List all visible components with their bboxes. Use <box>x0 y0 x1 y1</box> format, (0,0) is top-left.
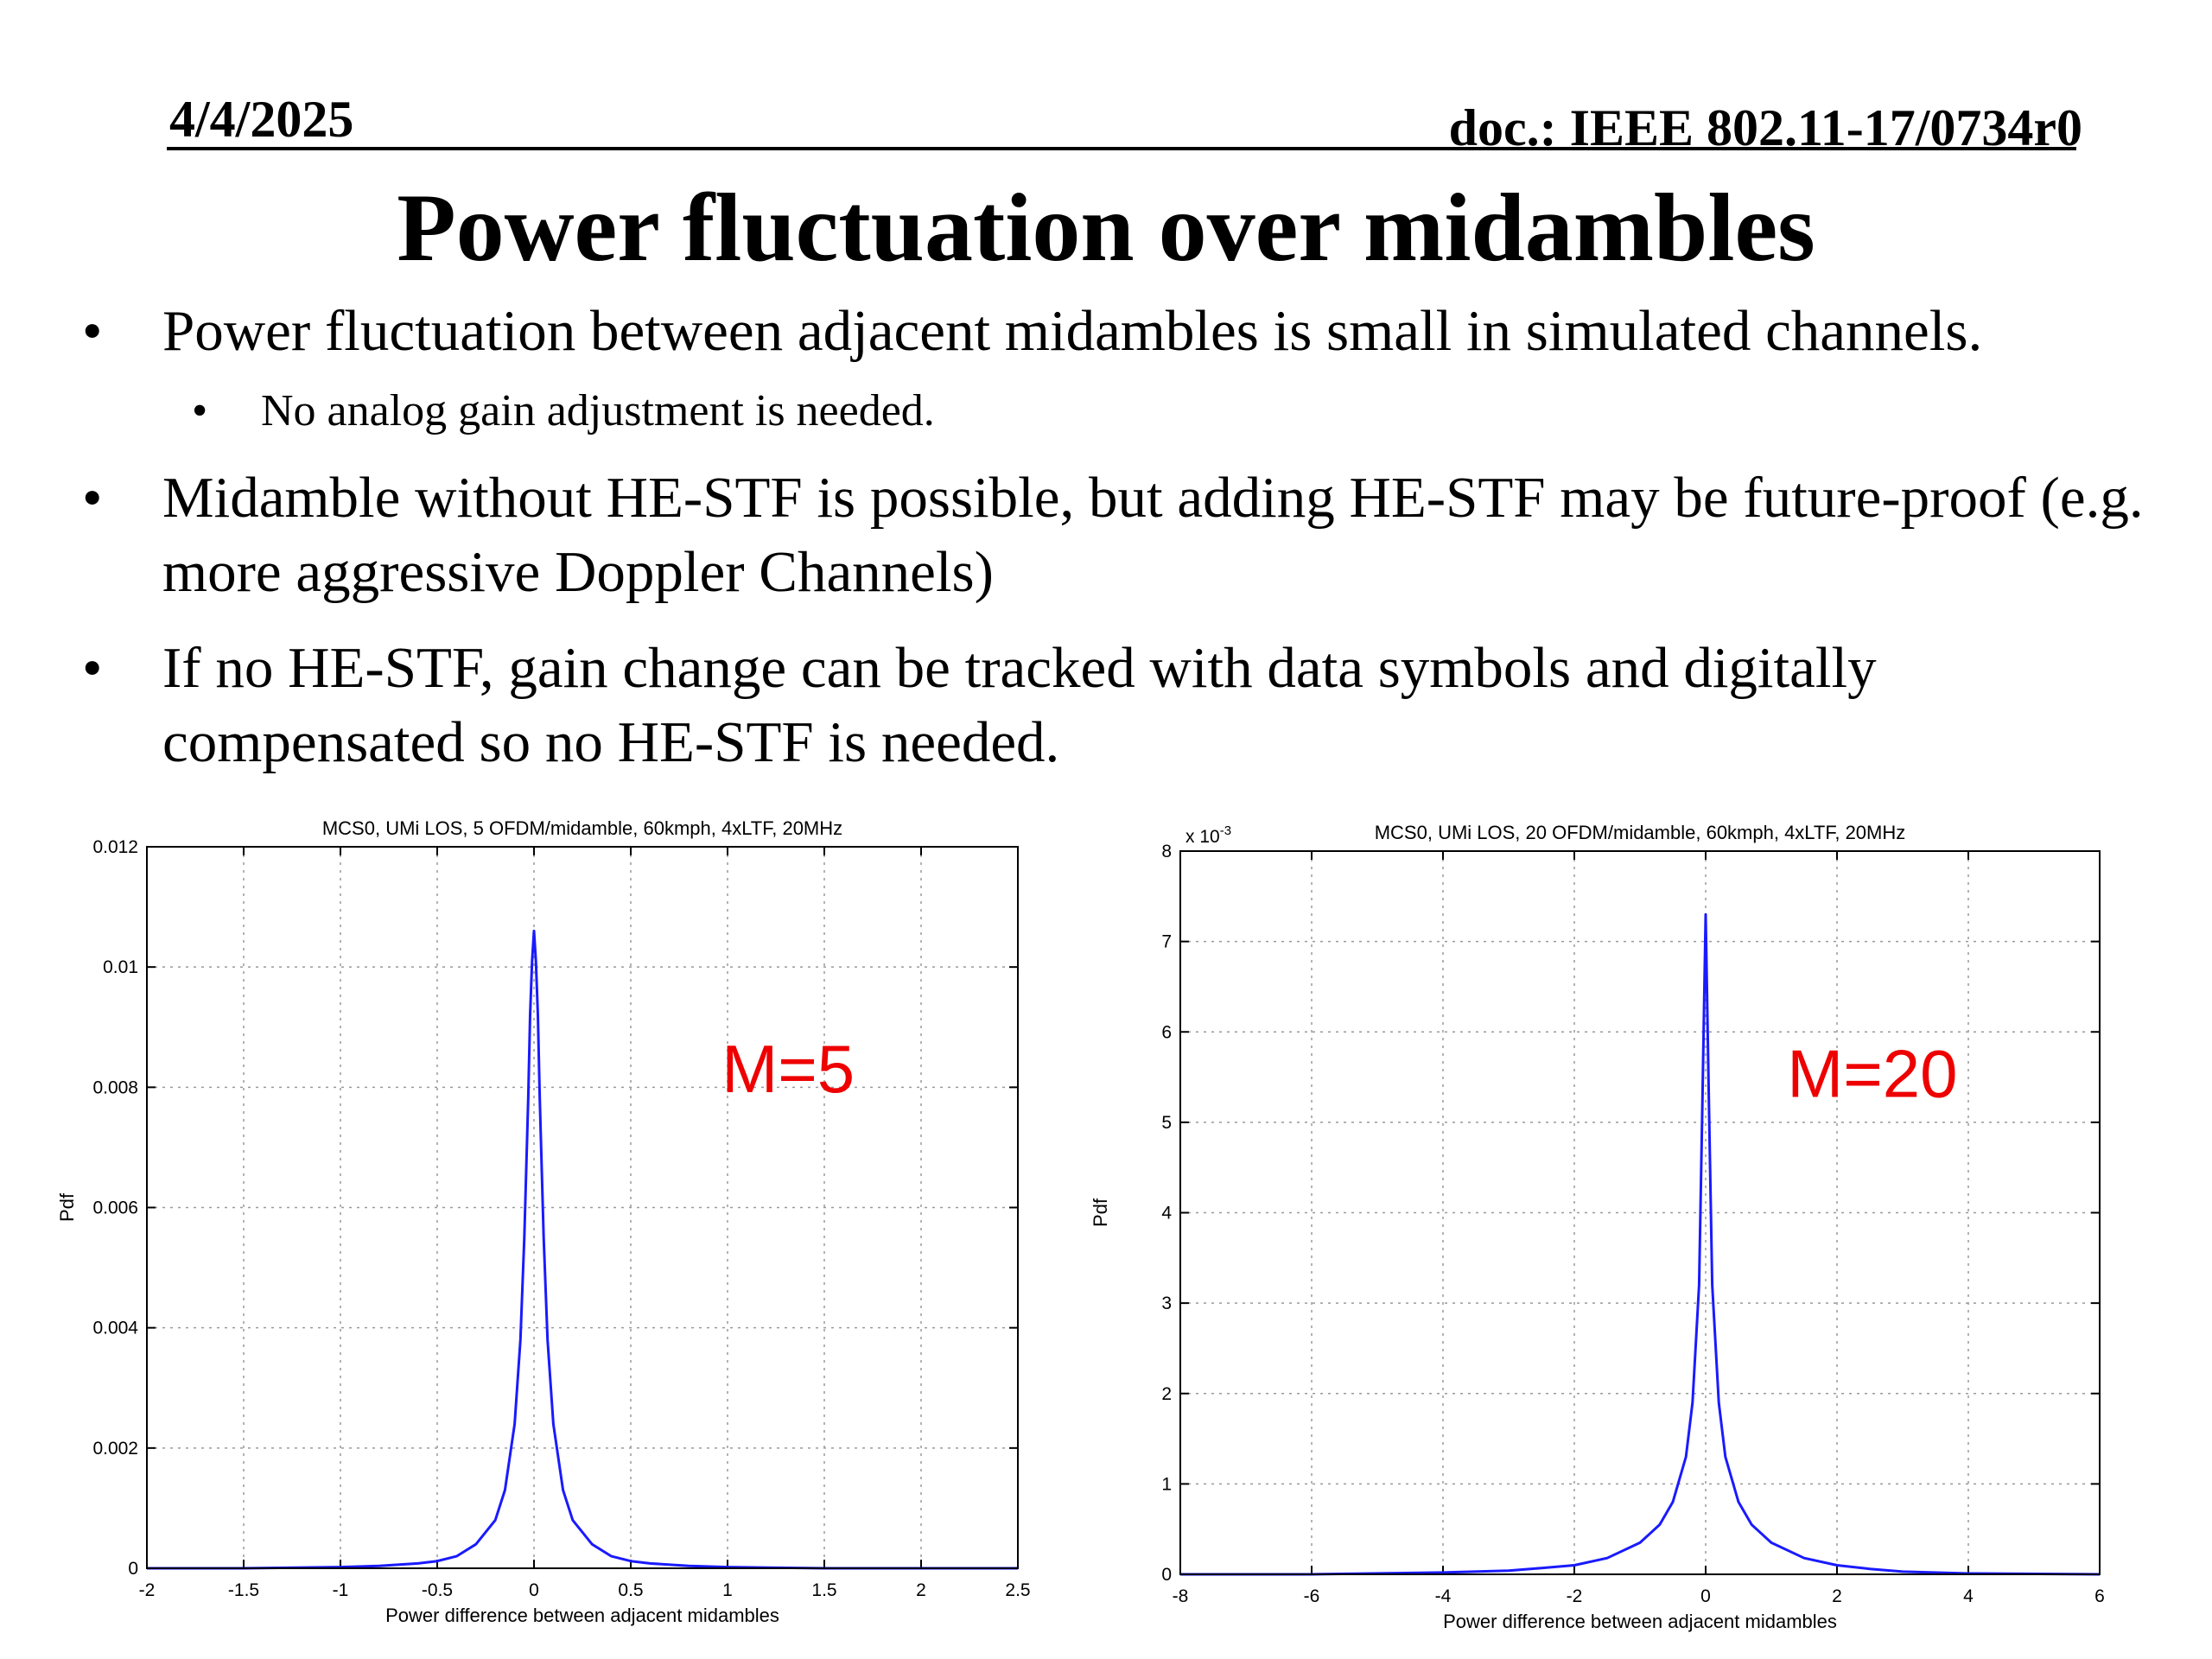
chart-title: MCS0, UMi LOS, 20 OFDM/midamble, 60kmph,… <box>1375 822 1906 843</box>
y-tick-label: 1 <box>1161 1474 1172 1494</box>
x-tick-label: -8 <box>1173 1586 1189 1606</box>
bullet-glyph: • <box>192 386 208 435</box>
x-tick-label: -1 <box>333 1580 349 1600</box>
x-tick-label: 4 <box>1963 1586 1974 1606</box>
y-tick-label: 7 <box>1161 932 1172 952</box>
x-axis-label: Power difference between adjacent midamb… <box>1443 1611 1837 1632</box>
bullet-midamble-without-hestf: • Midamble without HE-STF is possible, b… <box>82 461 2184 609</box>
y-tick-label: 0.004 <box>92 1319 138 1338</box>
y-tick-label: 8 <box>1161 842 1172 861</box>
x-tick-label: 1 <box>722 1580 733 1600</box>
header-date: 4/4/2025 <box>169 91 354 148</box>
chart-annotation: M=20 <box>1787 1036 1957 1112</box>
y-tick-label: 3 <box>1161 1294 1172 1313</box>
header-doc-id: doc.: IEEE 802.11-17/0734r0 <box>1448 99 2082 156</box>
x-tick-label: 6 <box>2094 1586 2105 1606</box>
plot-frame <box>146 846 1019 1569</box>
x-tick-label: 0 <box>529 1580 539 1600</box>
y-tick-label: 0.002 <box>92 1439 138 1459</box>
x-tick-label: -2 <box>139 1580 156 1600</box>
subbullet-no-analog-gain: • No analog gain adjustment is needed. <box>192 385 1989 437</box>
y-tick-label: 4 <box>1161 1204 1172 1224</box>
pdf-series-line <box>1180 912 2101 1576</box>
x-tick-label: -4 <box>1435 1586 1452 1606</box>
bullet-text: Power fluctuation between adjacent midam… <box>162 299 1983 363</box>
bullet-text: If no HE-STF, gain change can be tracked… <box>162 636 1877 774</box>
chart-title: MCS0, UMi LOS, 5 OFDM/midamble, 60kmph, … <box>322 817 842 839</box>
x-tick-label: 2 <box>1832 1586 1842 1606</box>
y-tick-label: 5 <box>1161 1113 1172 1133</box>
y-tick-label: 0 <box>128 1559 138 1579</box>
slide-title: Power fluctuation over midambles <box>397 175 1815 282</box>
bullet-gain-tracking: • If no HE-STF, gain change can be track… <box>82 631 2150 779</box>
y-tick-label: 0 <box>1161 1565 1172 1585</box>
header-divider <box>167 147 2076 150</box>
y-tick-label: 6 <box>1161 1022 1172 1042</box>
y-axis-label: Pdf <box>1090 1198 1111 1227</box>
bullet-text: No analog gain adjustment is needed. <box>261 386 935 435</box>
x-axis-label: Power difference between adjacent midamb… <box>385 1605 779 1626</box>
x-tick-label: 0.5 <box>618 1580 643 1600</box>
x-tick-label: 0 <box>1700 1586 1711 1606</box>
bullet-glyph: • <box>82 636 103 700</box>
bullet-power-fluctuation: • Power fluctuation between adjacent mid… <box>82 294 2150 368</box>
plot-frame <box>1179 850 2101 1575</box>
chart-annotation: M=5 <box>721 1031 855 1107</box>
bullet-glyph: • <box>82 299 103 363</box>
y-axis-multiplier: x 10-3 <box>1185 823 1231 847</box>
y-tick-label: 2 <box>1161 1384 1172 1404</box>
x-tick-label: -1.5 <box>228 1580 259 1600</box>
x-tick-label: 2 <box>916 1580 926 1600</box>
x-tick-label: -2 <box>1567 1586 1583 1606</box>
x-tick-label: -6 <box>1304 1586 1320 1606</box>
x-tick-label: 2.5 <box>1005 1580 1030 1600</box>
y-tick-label: 0.01 <box>103 957 138 977</box>
y-tick-label: 0.012 <box>92 837 138 857</box>
bullet-glyph: • <box>82 466 103 530</box>
x-tick-label: -0.5 <box>422 1580 453 1600</box>
pdf-series-line <box>147 929 1018 1570</box>
y-axis-label: Pdf <box>56 1192 78 1222</box>
y-tick-label: 0.008 <box>92 1077 138 1097</box>
bullet-text: Midamble without HE-STF is possible, but… <box>162 466 2144 604</box>
x-tick-label: 1.5 <box>811 1580 836 1600</box>
y-tick-label: 0.006 <box>92 1198 138 1218</box>
